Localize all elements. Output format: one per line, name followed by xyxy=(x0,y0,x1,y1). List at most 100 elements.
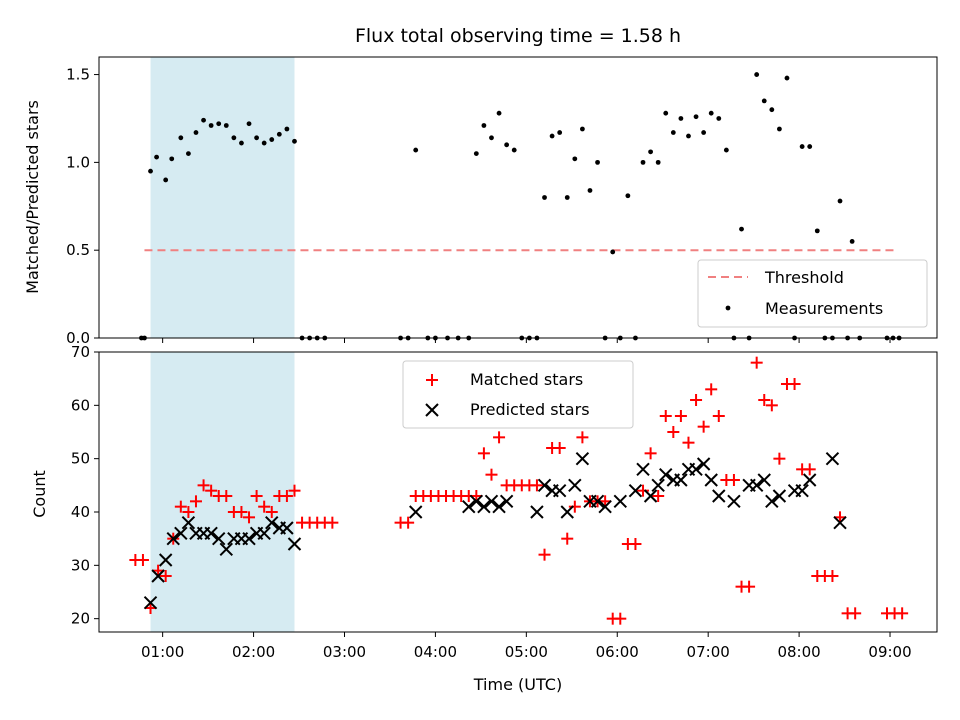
measurement-point xyxy=(595,159,600,165)
matched-star-point xyxy=(652,490,665,502)
measurements-series xyxy=(139,72,902,341)
legend-measurements-label: Measurements xyxy=(765,299,883,318)
measurement-point xyxy=(557,130,563,135)
predicted-star-point xyxy=(174,526,188,541)
predicted-star-point xyxy=(643,489,658,503)
measurement-point xyxy=(663,110,669,116)
measurement-point xyxy=(261,140,267,146)
predicted-star-point xyxy=(265,515,279,530)
measurement-point xyxy=(655,159,661,165)
measurement-point xyxy=(489,135,494,141)
measurement-point xyxy=(625,193,631,199)
bottom-x-tick-label: 06:00 xyxy=(596,643,639,661)
predicted-star-point xyxy=(212,531,226,546)
top-panel: 0.0 0.5 1.0 1.5 Matched/Predicted stars Thr… xyxy=(23,56,938,347)
matched-star-point xyxy=(477,447,490,460)
measurement-point xyxy=(716,116,722,121)
matched-star-point xyxy=(568,500,581,513)
matched-star-point xyxy=(667,426,680,438)
predicted-star-point xyxy=(280,521,294,535)
matched-star-point xyxy=(174,500,187,513)
measurement-point xyxy=(193,130,199,135)
matched-star-point xyxy=(205,484,218,497)
matched-star-point xyxy=(659,410,672,422)
measurement-point xyxy=(169,156,175,162)
bottom-y-tick-label: 20 xyxy=(71,610,90,628)
measurement-point xyxy=(276,131,282,137)
predicted-star-point xyxy=(257,526,271,541)
predicted-star-point xyxy=(598,499,612,514)
predicted-star-point xyxy=(530,505,544,519)
predicted-star-point xyxy=(469,494,484,509)
measurement-point xyxy=(284,126,290,132)
predicted-star-point xyxy=(560,505,574,519)
measurement-point xyxy=(784,75,790,81)
bottom-y-tick-label: 50 xyxy=(71,450,90,468)
predicted-star-point xyxy=(712,489,726,503)
measurement-point xyxy=(754,72,760,77)
matched-star-point xyxy=(265,506,278,518)
bottom-x-tick-label: 05:00 xyxy=(505,643,548,661)
predicted-stars-series xyxy=(143,451,847,610)
matched-star-point xyxy=(697,420,710,433)
predicted-star-point xyxy=(158,553,173,567)
bottom-panel: 20 30 40 50 60 70 01:00 02:00 03:00 04:00 05:00 06:… xyxy=(30,343,938,694)
measurement-point xyxy=(413,147,419,153)
measurement-point xyxy=(761,98,767,104)
predicted-star-point xyxy=(181,515,196,530)
predicted-star-point xyxy=(409,505,423,519)
matched-star-point xyxy=(288,484,301,497)
measurement-point xyxy=(693,114,699,120)
top-legend-box xyxy=(697,259,928,328)
top-y-axis-label: Matched/Predicted stars xyxy=(23,100,42,294)
top-y-tick-label: 0.5 xyxy=(66,241,90,259)
predicted-star-point xyxy=(219,542,233,557)
predicted-star-point xyxy=(825,451,840,466)
predicted-star-point xyxy=(765,494,779,509)
top-panel-frame xyxy=(98,56,938,339)
legend-threshold-label: Threshold xyxy=(764,268,844,287)
matched-star-point xyxy=(849,607,862,620)
predicted-star-point xyxy=(628,483,643,498)
predicted-star-point xyxy=(613,494,627,509)
measurement-point xyxy=(807,144,813,149)
matched-star-point xyxy=(743,580,756,593)
predicted-star-point xyxy=(590,494,605,509)
bottom-x-tick-label: 02:00 xyxy=(232,643,275,661)
legend-matched-label: Matched stars xyxy=(470,370,583,389)
bottom-x-tick-label: 01:00 xyxy=(141,643,184,661)
legend-measurements-swatch xyxy=(725,305,731,311)
predicted-star-point xyxy=(287,537,302,551)
predicted-star-point xyxy=(552,483,567,498)
chart-title: Flux total observing time = 1.58 h xyxy=(355,25,681,47)
top-y-tick-label: 1.5 xyxy=(66,66,90,84)
matched-star-point xyxy=(493,431,506,444)
legend-matched-swatch xyxy=(426,374,438,386)
measurement-point xyxy=(564,195,570,200)
matched-star-point xyxy=(197,479,210,492)
matched-star-point xyxy=(189,495,202,508)
matched-star-point xyxy=(485,468,498,481)
matched-star-point xyxy=(258,500,271,513)
measurement-point xyxy=(201,117,206,123)
matched-star-point xyxy=(896,607,909,620)
predicted-star-point xyxy=(492,499,506,514)
matched-star-point xyxy=(750,356,763,369)
measurement-point xyxy=(777,126,782,132)
matched-star-point xyxy=(727,474,740,486)
matched-star-point xyxy=(705,383,718,396)
predicted-star-point xyxy=(833,515,847,530)
bottom-y-tick-label: 60 xyxy=(71,396,90,414)
predicted-star-point xyxy=(803,473,817,487)
predicted-star-point xyxy=(704,473,718,487)
matched-star-point xyxy=(758,394,771,406)
predicted-star-point xyxy=(696,457,711,471)
bottom-y-axis-label: Count xyxy=(30,470,49,518)
measurement-point xyxy=(246,121,252,127)
bottom-y-tick-label: 40 xyxy=(71,503,90,521)
predicted-star-point xyxy=(242,531,256,546)
matched-star-point xyxy=(629,538,642,550)
measurement-point xyxy=(178,135,184,141)
measurement-point xyxy=(269,137,275,142)
